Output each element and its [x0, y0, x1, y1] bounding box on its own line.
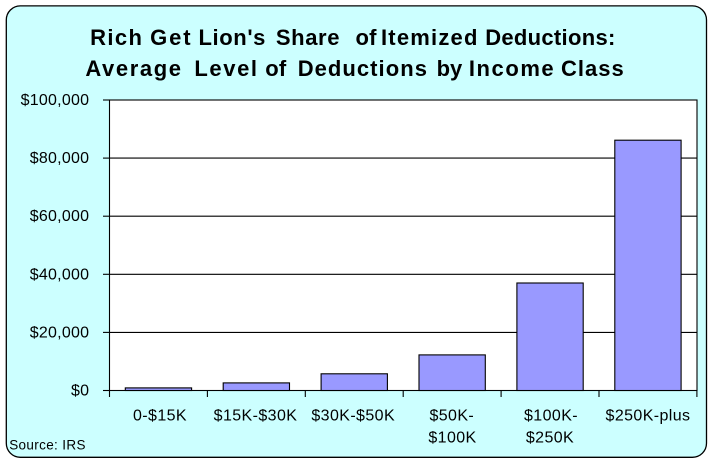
- svg-text:Income: Income: [469, 56, 555, 81]
- svg-text:of: of: [265, 56, 287, 81]
- svg-text:Deductions: Deductions: [298, 56, 428, 81]
- svg-text:Level: Level: [194, 56, 258, 81]
- svg-text:$50K-: $50K-: [429, 407, 474, 424]
- svg-text:Get: Get: [150, 25, 192, 50]
- svg-text:0-$15K: 0-$15K: [133, 407, 187, 424]
- svg-text:by: by: [437, 56, 463, 81]
- svg-text:Itemized: Itemized: [381, 25, 479, 50]
- svg-text:$20,000: $20,000: [30, 324, 90, 341]
- svg-text:$0: $0: [71, 383, 89, 400]
- svg-text:$15K-$30K: $15K-$30K: [214, 407, 298, 424]
- svg-text:$60,000: $60,000: [30, 208, 90, 225]
- svg-text:$250K-plus: $250K-plus: [606, 407, 691, 424]
- svg-text:of: of: [356, 25, 378, 50]
- svg-text:Class: Class: [561, 56, 625, 81]
- svg-text:$80,000: $80,000: [30, 150, 90, 167]
- svg-text:Lion's: Lion's: [199, 25, 267, 50]
- svg-text:Rich: Rich: [90, 25, 143, 50]
- svg-text:Source: IRS: Source: IRS: [9, 438, 86, 453]
- svg-text:$100K-: $100K-: [524, 407, 578, 424]
- svg-text:$100,000: $100,000: [21, 92, 90, 109]
- svg-text:Share: Share: [276, 25, 340, 50]
- svg-text:$30K-$50K: $30K-$50K: [311, 407, 395, 424]
- svg-text:Deductions:: Deductions:: [485, 25, 615, 50]
- svg-text:$40,000: $40,000: [30, 266, 90, 283]
- svg-text:$100K: $100K: [428, 429, 476, 446]
- svg-text:$250K: $250K: [526, 429, 574, 446]
- svg-text:Average: Average: [85, 56, 182, 81]
